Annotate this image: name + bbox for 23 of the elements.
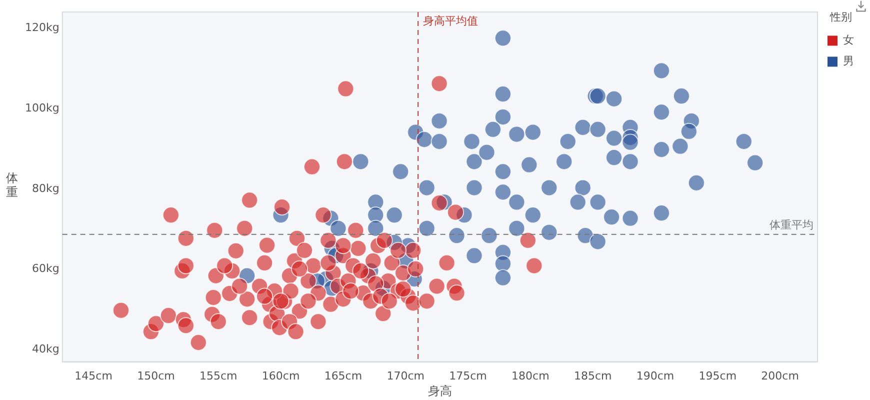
legend-label: 男 bbox=[843, 54, 854, 68]
x-tick-label: 185cm bbox=[574, 369, 612, 382]
y-tick-label: 60kg bbox=[32, 262, 60, 276]
x-axis-title: 身高 bbox=[428, 384, 452, 398]
x-tick-label: 155cm bbox=[199, 369, 238, 382]
x-tick-label: 175cm bbox=[449, 369, 487, 382]
y-tick-label: 80kg bbox=[32, 182, 60, 195]
y-tick-label: 100kg bbox=[24, 101, 60, 114]
x-tick-label: 150cm bbox=[137, 369, 175, 382]
x-tick-label: 160cm bbox=[262, 369, 300, 382]
x-tick-label: 145cm bbox=[74, 369, 112, 382]
ref-line-label: 体重平均 bbox=[770, 218, 814, 232]
x-tick-label: 165cm bbox=[324, 369, 362, 382]
x-tick-label: 190cm bbox=[636, 369, 674, 382]
y-tick-label: 40kg bbox=[32, 342, 60, 356]
x-tick-label: 180cm bbox=[512, 369, 550, 382]
y-axis-title: 体重 bbox=[6, 171, 18, 200]
x-tick-label: 195cm bbox=[698, 369, 737, 382]
legend-label: 女 bbox=[843, 34, 854, 47]
x-tick-label: 200cm bbox=[761, 369, 799, 382]
ref-line-label: 身高平均值 bbox=[423, 14, 478, 28]
y-tick-label: 120kg bbox=[24, 20, 60, 34]
x-tick-label: 170cm bbox=[386, 369, 424, 382]
